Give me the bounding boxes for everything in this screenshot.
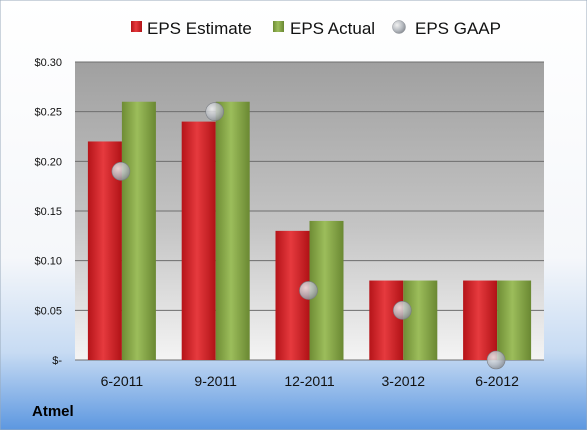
y-tick-label: $0.30 xyxy=(34,57,62,69)
legend-label-eps-gaap: EPS GAAP xyxy=(415,19,501,38)
eps-estimate-bar xyxy=(369,280,404,360)
gaap-markers xyxy=(111,102,506,370)
eps-actual-bar xyxy=(215,101,250,360)
legend-swatch-eps-actual xyxy=(273,21,284,32)
y-tick-label: $- xyxy=(52,355,62,367)
eps-gaap-marker xyxy=(486,350,506,370)
legend-label-eps-estimate: EPS Estimate xyxy=(147,19,252,38)
company-label: Atmel xyxy=(32,403,74,420)
y-tick-label: $0.20 xyxy=(34,156,62,168)
eps-estimate-bar xyxy=(463,280,498,360)
eps-actual-bar xyxy=(403,280,438,360)
x-tick-label: 6-2012 xyxy=(475,373,519,389)
y-tick-label: $0.05 xyxy=(34,305,62,317)
y-tick-label: $0.25 xyxy=(34,107,62,119)
eps-estimate-bar xyxy=(181,121,216,360)
eps-gaap-marker xyxy=(299,281,318,300)
y-tick-label: $0.15 xyxy=(34,206,62,218)
legend-swatch-eps-estimate xyxy=(131,21,142,32)
x-tick-label: 6-2011 xyxy=(101,373,144,389)
bars xyxy=(87,101,532,360)
eps-gaap-marker xyxy=(392,301,412,320)
y-tick-label: $0.10 xyxy=(34,256,62,268)
legend: EPS Estimate EPS Actual EPS GAAP xyxy=(131,19,501,38)
eps-gaap-marker xyxy=(111,161,131,181)
x-tick-label: 3-2012 xyxy=(382,373,426,389)
legend-marker-eps-gaap xyxy=(392,20,406,34)
x-axis-ticks: 6-2011 9-2011 12-2011 3-2012 6-2012 xyxy=(101,373,519,389)
eps-gaap-marker xyxy=(205,102,224,121)
eps-actual-bar xyxy=(497,280,532,360)
eps-actual-bar xyxy=(121,101,156,360)
legend-label-eps-actual: EPS Actual xyxy=(290,19,375,38)
x-tick-label: 12-2011 xyxy=(284,373,335,389)
y-axis-ticks: $- $0.05 $0.10 $0.15 $0.20 $0.25 $0.30 xyxy=(34,57,62,367)
x-tick-label: 9-2011 xyxy=(194,373,237,389)
